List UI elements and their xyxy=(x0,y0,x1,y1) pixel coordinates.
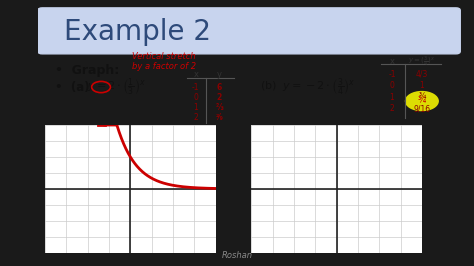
Circle shape xyxy=(405,91,439,111)
Text: 9/16: 9/16 xyxy=(413,104,430,113)
Text: 4/3: 4/3 xyxy=(416,70,428,79)
Text: •  Graph:: • Graph: xyxy=(55,64,119,77)
Text: y: y xyxy=(217,70,222,79)
Text: ¾: ¾ xyxy=(418,97,426,106)
Text: 0: 0 xyxy=(390,81,394,90)
Text: •  (a): • (a) xyxy=(55,81,98,94)
Text: -1: -1 xyxy=(388,70,396,79)
Text: x: x xyxy=(193,70,198,79)
Text: $y{=}(\frac{3}{4})^x$: $y{=}(\frac{3}{4})^x$ xyxy=(408,55,436,69)
Text: ⅔: ⅔ xyxy=(215,103,223,112)
Text: x: x xyxy=(390,57,394,66)
Text: -1: -1 xyxy=(192,82,200,92)
Text: 6: 6 xyxy=(217,82,222,92)
Text: 2: 2 xyxy=(217,93,222,102)
Text: (b)  $y = -2 \cdot \left(\frac{3}{4}\right)^x$: (b) $y = -2 \cdot \left(\frac{3}{4}\righ… xyxy=(260,76,356,98)
Text: 1: 1 xyxy=(419,81,424,90)
Text: Vertical stretch
by a factor of 2: Vertical stretch by a factor of 2 xyxy=(132,52,196,71)
Text: 2: 2 xyxy=(390,104,394,113)
Text: Example 2: Example 2 xyxy=(64,18,210,46)
Text: 1: 1 xyxy=(193,103,198,112)
Text: $y = 2 \cdot \left(\frac{1}{3}\right)^x$: $y = 2 \cdot \left(\frac{1}{3}\right)^x$ xyxy=(87,76,146,98)
Text: 2: 2 xyxy=(193,113,198,122)
Text: 0: 0 xyxy=(193,93,198,102)
Text: 1: 1 xyxy=(390,93,394,102)
Text: Roshan: Roshan xyxy=(221,251,253,260)
Text: ²⁄₉: ²⁄₉ xyxy=(215,113,223,122)
FancyBboxPatch shape xyxy=(38,8,460,54)
Text: ¾: ¾ xyxy=(418,93,426,102)
